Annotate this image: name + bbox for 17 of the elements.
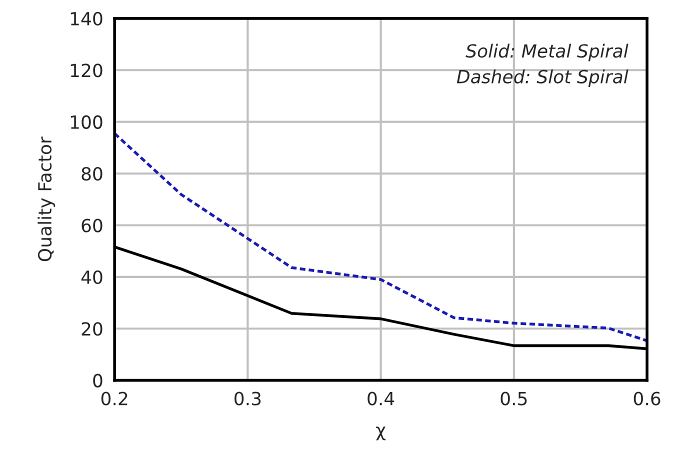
line-series [114, 132, 648, 342]
x-axis-title: χ [376, 426, 386, 440]
y-tick-label: 100 [70, 115, 102, 129]
y-tick-label: 60 [82, 218, 102, 232]
x-tick-label: 0.4 [368, 392, 394, 406]
x-tick-label: 0.2 [101, 392, 128, 406]
x-tick-label: 0.5 [500, 392, 527, 406]
y-tick-label: 40 [81, 270, 102, 284]
y-tick-label: 140 [70, 12, 102, 26]
y-tick-label: 0 [93, 374, 102, 388]
annotation: Solid: Metal Spiral Dashed: Slot Spiral [456, 44, 628, 87]
y-tick-label: 20 [82, 322, 102, 336]
y-tick-label: 80 [82, 166, 102, 181]
y-axis-title: Quality Factor [38, 136, 56, 262]
x-tick-label: 0.6 [634, 392, 660, 406]
x-tick-label: 0.3 [234, 392, 261, 406]
y-tick-label: 120 [70, 64, 102, 78]
